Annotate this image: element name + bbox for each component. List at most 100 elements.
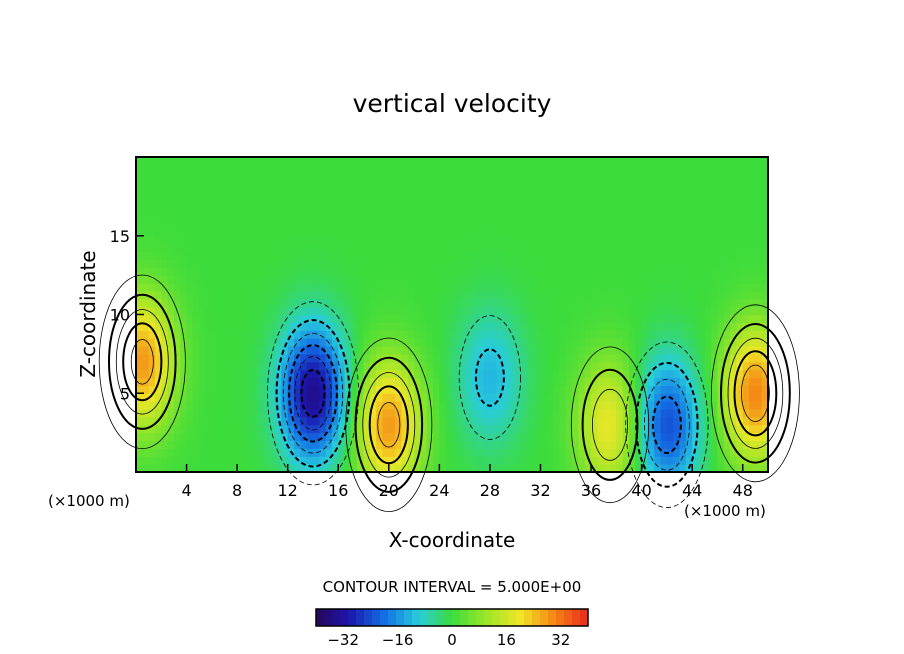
field-cell (496, 267, 504, 276)
field-cell (199, 322, 207, 331)
field-cell (388, 448, 396, 457)
field-cell (464, 259, 472, 268)
field-cell (382, 322, 390, 331)
field-cell (275, 235, 282, 245)
field-cell (388, 322, 396, 331)
field-cell (395, 251, 403, 260)
field-cell (635, 235, 643, 245)
field-cell (578, 196, 586, 205)
field-cell (192, 298, 200, 308)
field-cell (515, 306, 523, 316)
field-cell (477, 180, 485, 190)
field-cell (742, 298, 750, 308)
field-cell (635, 157, 643, 166)
field-cell (312, 298, 320, 308)
field-cell (622, 440, 630, 449)
field-cell (192, 212, 200, 221)
field-cell (515, 330, 523, 339)
field-cell (540, 314, 548, 323)
field-cell (312, 196, 320, 205)
field-cell (692, 432, 700, 442)
field-cell (237, 243, 245, 253)
field-cell (597, 196, 605, 205)
field-cell (572, 235, 579, 245)
field-cell (218, 464, 226, 473)
field-cell (761, 235, 769, 245)
field-cell (376, 251, 384, 260)
field-cell (331, 157, 339, 166)
field-cell (211, 283, 219, 292)
field-cell (616, 330, 624, 339)
field-cell (679, 227, 687, 237)
field-cell (742, 283, 750, 292)
field-cell (426, 424, 434, 434)
field-cell (407, 401, 415, 410)
field-cell (294, 220, 301, 229)
field-cell (350, 275, 358, 284)
field-cell (584, 172, 592, 182)
field-cell (331, 283, 339, 292)
field-cell (647, 243, 655, 253)
field-cell (666, 330, 674, 339)
field-cell (136, 385, 143, 394)
field-cell (755, 353, 763, 363)
field-cell (268, 456, 276, 465)
field-cell (192, 385, 200, 394)
field-cell (306, 204, 314, 213)
field-cell (603, 180, 611, 190)
field-cell (736, 259, 744, 268)
field-cell (256, 290, 263, 300)
field-cell (388, 243, 396, 253)
field-cell (553, 172, 561, 182)
field-cell (445, 464, 453, 473)
field-cell (142, 267, 150, 276)
field-cell (679, 416, 687, 426)
field-cell (622, 456, 630, 465)
field-cell (237, 283, 245, 292)
field-cell (237, 377, 245, 386)
field-cell (572, 330, 579, 339)
field-cell (496, 196, 504, 205)
field-cell (249, 424, 257, 434)
field-cell (142, 338, 150, 347)
field-cell (376, 440, 384, 449)
field-cell (736, 377, 744, 386)
field-cell (218, 172, 226, 182)
field-cell (426, 243, 434, 253)
field-cell (338, 212, 346, 221)
field-cell (572, 283, 579, 292)
field-cell (534, 259, 542, 268)
field-cell (142, 220, 150, 229)
field-cell (243, 385, 251, 394)
field-cell (439, 424, 447, 434)
field-cell (660, 440, 668, 449)
field-cell (458, 385, 466, 394)
field-cell (717, 275, 725, 284)
field-cell (761, 164, 769, 174)
field-cell (426, 353, 434, 363)
field-cell (218, 377, 226, 386)
field-cell (508, 401, 516, 410)
colorbar-tick-label: −32 (327, 631, 359, 649)
field-cell (407, 283, 415, 292)
field-cell (414, 353, 421, 363)
field-cell (142, 188, 150, 197)
field-cell (262, 290, 270, 300)
field-cell (294, 180, 301, 190)
field-cell (641, 180, 649, 190)
field-cell (439, 401, 447, 410)
field-cell (325, 235, 333, 245)
field-cell (616, 416, 624, 426)
field-cell (711, 361, 719, 371)
field-cell (603, 243, 611, 253)
field-cell (553, 346, 561, 355)
field-cell (711, 283, 719, 292)
field-cell (363, 377, 371, 386)
field-cell (224, 306, 232, 316)
field-cell (388, 275, 396, 284)
field-cell (426, 180, 434, 190)
field-cell (136, 196, 143, 205)
field-cell (173, 220, 181, 229)
field-cell (610, 432, 617, 442)
field-cell (483, 416, 491, 426)
